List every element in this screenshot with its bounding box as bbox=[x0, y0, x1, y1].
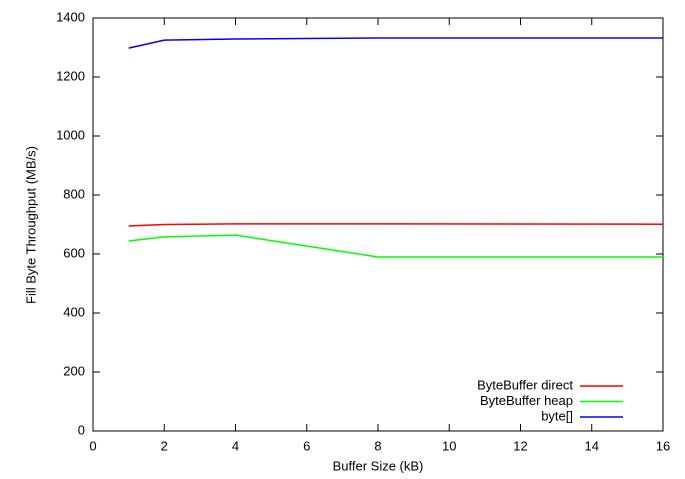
x-tick-label: 8 bbox=[374, 438, 381, 453]
x-tick-label: 10 bbox=[442, 438, 456, 453]
legend-label: ByteBuffer heap bbox=[480, 393, 573, 408]
y-tick-label: 1400 bbox=[56, 9, 85, 24]
x-tick-label: 0 bbox=[89, 438, 96, 453]
y-tick-label: 400 bbox=[63, 304, 85, 319]
x-tick-label: 14 bbox=[585, 438, 599, 453]
y-tick-label: 1000 bbox=[56, 127, 85, 142]
series-line bbox=[128, 37, 663, 49]
series-line bbox=[128, 234, 663, 258]
y-tick-label: 600 bbox=[63, 245, 85, 260]
x-tick-label: 12 bbox=[513, 438, 527, 453]
x-tick-label: 4 bbox=[232, 438, 239, 453]
y-tick-label: 200 bbox=[63, 363, 85, 378]
legend-label: ByteBuffer direct bbox=[477, 377, 573, 392]
x-tick-label: 2 bbox=[161, 438, 168, 453]
x-axis-label: Buffer Size (kB) bbox=[333, 458, 424, 473]
series-line bbox=[128, 223, 664, 227]
y-tick-label: 0 bbox=[78, 422, 85, 437]
x-tick-label: 16 bbox=[656, 438, 670, 453]
y-tick-label: 1200 bbox=[56, 68, 85, 83]
y-axis-label: Fill Byte Throughput (MB/s) bbox=[23, 146, 38, 304]
y-tick-label: 800 bbox=[63, 186, 85, 201]
legend-label: byte[] bbox=[541, 408, 573, 423]
x-tick-label: 6 bbox=[303, 438, 310, 453]
